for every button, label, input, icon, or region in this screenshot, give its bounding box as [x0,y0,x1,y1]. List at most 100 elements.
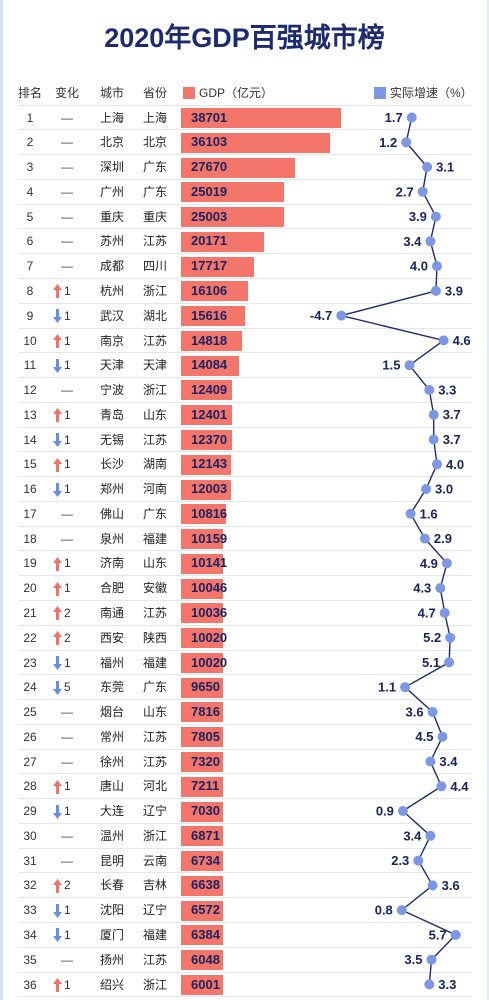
gdp-bar [181,380,233,401]
gdp-value: 7320 [191,753,220,769]
gdp-bar [181,207,285,228]
change-amount: 1 [64,903,71,918]
gdp-bar [181,603,223,624]
gdp-value: 12143 [191,456,228,472]
no-change-dash: — [61,828,73,843]
gdp-value: 7211 [191,778,220,794]
rank-cell: 34 [23,928,37,942]
table-row: 15 1 长沙 湖南 12143 [0,452,489,477]
table-row: 19 1 济南 山东 10141 [0,551,489,576]
table-row: 11 1 天津 天津 14084 [0,353,489,378]
gdp-bar [181,727,223,748]
rank-cell: 19 [23,556,37,571]
rank-cell: 16 [23,482,37,497]
city-cell: 青岛 [99,407,124,422]
down-arrow-icon [53,655,62,670]
gdp-bar [181,529,223,550]
no-change-dash: — [61,729,73,744]
rank-cell: 8 [26,283,34,298]
gdp-bar [181,231,265,252]
up-arrow-icon [53,284,62,299]
rank-cell: 30 [23,828,37,843]
gdp-bar [181,925,223,946]
rank-cell: 26 [23,729,37,744]
table-row: 10 1 南京 江苏 14818 [0,329,489,354]
city-cell: 上海 [99,110,124,125]
province-cell: 河北 [142,779,167,794]
city-cell: 南京 [99,333,124,348]
gdp-bar [181,355,240,376]
city-cell: 重庆 [99,209,124,224]
province-cell: 浙江 [142,283,167,298]
city-cell: 南通 [99,606,124,620]
gdp-value: 6572 [191,902,220,918]
table-row: 5 — 重庆 重庆 25003 [0,205,489,230]
city-cell: 北京 [99,135,124,150]
province-cell: 广东 [142,506,167,521]
province-cell: 河南 [142,482,167,497]
table-row: 28 1 唐山 河北 7211 [0,774,489,799]
gdp-bar [181,628,223,649]
gdp-value: 17717 [191,258,228,274]
table-row: 18 — 泉州 福建 10159 [0,527,489,552]
change-amount: 1 [64,407,71,422]
city-cell: 长沙 [99,457,124,472]
down-arrow-icon [53,433,62,447]
rank-cell: 13 [23,407,37,422]
gdp-value: 38701 [191,109,228,125]
city-cell: 绍兴 [99,977,124,992]
gdp-value: 6048 [191,951,220,967]
rank-cell: 14 [23,432,37,447]
legend-growth-label: 实际增速（%） [390,86,473,100]
change-amount: 1 [64,779,71,794]
city-cell: 深圳 [99,160,124,175]
down-arrow-icon [53,680,62,695]
gdp-value: 12401 [191,406,228,422]
province-cell: 安徽 [142,581,167,596]
gdp-bar [181,157,296,178]
no-change-dash: — [61,383,73,398]
gdp-value: 6001 [191,976,220,992]
up-arrow-icon [53,408,62,423]
rank-cell: 10 [23,333,37,348]
header-city: 城市 [99,86,124,100]
gdp-bar [181,182,285,203]
city-cell: 佛山 [99,506,124,521]
up-arrow-icon [53,556,62,571]
city-cell: 杭州 [99,283,124,298]
no-change-dash: — [61,135,73,150]
province-cell: 江苏 [142,234,167,249]
city-cell: 烟台 [99,705,124,720]
province-cell: 江苏 [142,729,167,744]
gdp-value: 10816 [191,505,228,521]
gdp-value: 20171 [191,233,228,249]
rank-cell: 12 [23,383,37,398]
table-row: 12 — 宁波 浙江 12409 [0,378,489,403]
down-arrow-icon [53,482,62,497]
header-rank: 排名 [17,86,42,100]
down-arrow-icon [53,804,62,819]
gdp-value: 12409 [191,382,228,398]
gdp-value: 6384 [191,927,220,942]
gdp-bar [181,974,223,995]
chart-title: 2020年GDP百强城市榜 [104,23,385,53]
gdp-bar [181,875,223,896]
province-cell: 辽宁 [142,804,167,819]
no-change-dash: — [61,160,73,175]
table-row: 24 5 东莞 广东 9650 [0,675,489,700]
gdp-value: 25019 [191,183,228,199]
city-cell: 厦门 [99,928,124,942]
rank-cell: 35 [23,952,37,967]
province-cell: 江苏 [142,432,167,447]
province-cell: 广东 [142,184,167,199]
rank-cell: 29 [23,804,37,819]
rank-cell: 5 [26,209,34,224]
city-cell: 成都 [99,259,124,274]
change-amount: 1 [64,655,71,670]
no-change-dash: — [61,184,73,199]
table-row: 20 1 合肥 安徽 10046 [0,576,489,601]
change-amount: 1 [64,581,71,596]
change-amount: 1 [64,358,71,373]
city-cell: 合肥 [99,581,124,596]
change-amount: 1 [64,457,71,472]
